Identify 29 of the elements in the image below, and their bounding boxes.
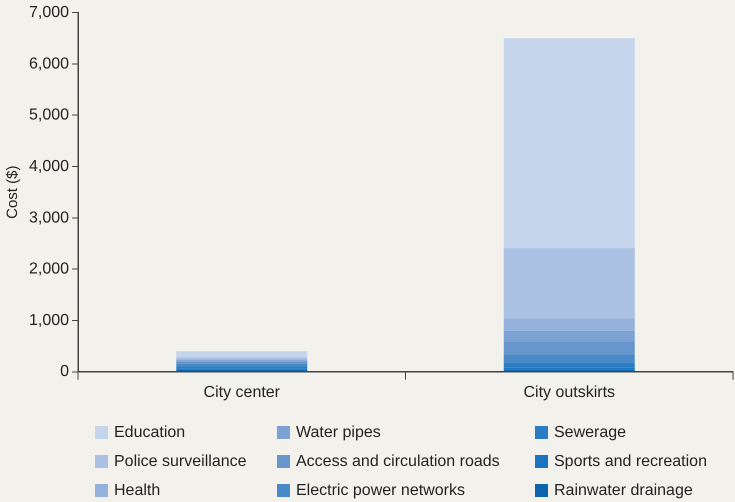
legend-label: Access and circulation roads [296, 452, 500, 470]
y-tick-label: 7,000 [28, 4, 70, 22]
legend-label: Education [114, 424, 186, 442]
bar [504, 342, 635, 354]
bar [504, 354, 635, 363]
legend-label: Water pipes [296, 424, 381, 442]
bar [504, 248, 635, 318]
bar [176, 351, 308, 358]
legend-label: Electric power networks [296, 482, 465, 500]
legend-label: Sewerage [554, 424, 626, 442]
y-tick-label: 5,000 [28, 106, 70, 124]
bar [504, 318, 635, 331]
y-tick-label: 1,000 [28, 312, 70, 329]
bar [504, 330, 635, 342]
legend-label: Police surveillance [114, 452, 247, 470]
y-tick-label: 0 [60, 363, 70, 380]
legend-label: Health [114, 482, 160, 500]
x-tick-label: City outskirts [523, 384, 616, 401]
y-tick-label: 3,000 [28, 209, 70, 226]
y-tick-label: 4,000 [28, 158, 70, 175]
bar [504, 362, 635, 368]
x-tick-label: City center [204, 384, 281, 401]
y-axis-title: Cost ($) [4, 166, 22, 219]
y-tick-label: 2,000 [28, 260, 70, 278]
legend-label: Sports and recreation [554, 452, 707, 470]
legend-label: Rainwater drainage [554, 482, 693, 500]
bar [176, 364, 308, 366]
y-tick-label: 6,000 [28, 55, 70, 72]
bar [504, 38, 635, 248]
